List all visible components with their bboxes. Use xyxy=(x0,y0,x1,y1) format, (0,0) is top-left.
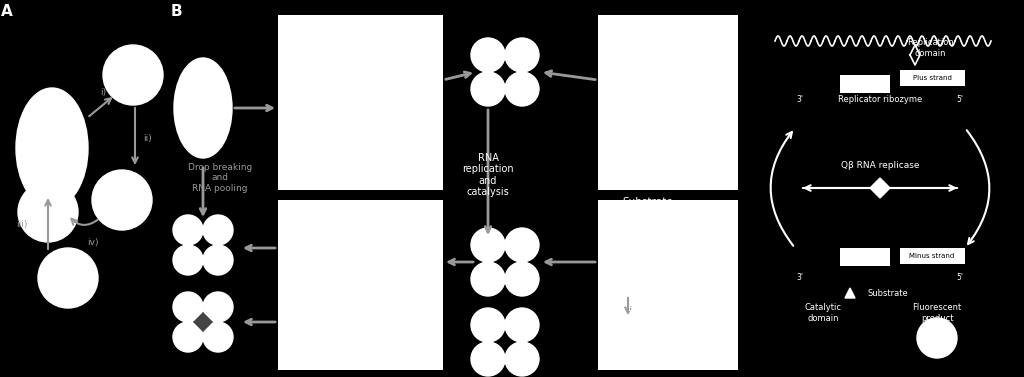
Bar xyxy=(598,200,738,370)
Text: iii): iii) xyxy=(16,221,28,230)
Ellipse shape xyxy=(174,58,232,158)
Text: ii): ii) xyxy=(143,133,153,143)
Text: Replicator ribozyme: Replicator ribozyme xyxy=(838,95,923,104)
Circle shape xyxy=(505,38,539,72)
Circle shape xyxy=(471,262,505,296)
Text: B: B xyxy=(170,5,182,20)
Circle shape xyxy=(103,45,163,105)
Polygon shape xyxy=(845,288,855,298)
Text: 3': 3' xyxy=(797,95,804,104)
Bar xyxy=(278,15,443,190)
Text: Catalytic
domain: Catalytic domain xyxy=(805,303,842,323)
Circle shape xyxy=(173,215,203,245)
Circle shape xyxy=(471,72,505,106)
Circle shape xyxy=(203,322,233,352)
Circle shape xyxy=(505,342,539,376)
Circle shape xyxy=(505,72,539,106)
Text: iv): iv) xyxy=(87,238,98,247)
Bar xyxy=(840,75,890,93)
Circle shape xyxy=(505,228,539,262)
Circle shape xyxy=(471,228,505,262)
Circle shape xyxy=(616,343,640,367)
Bar xyxy=(840,248,890,266)
Text: Minus strand: Minus strand xyxy=(909,253,954,259)
Circle shape xyxy=(505,262,539,296)
Bar xyxy=(900,248,965,264)
Circle shape xyxy=(173,322,203,352)
Circle shape xyxy=(18,182,78,242)
Circle shape xyxy=(918,318,957,358)
Circle shape xyxy=(203,292,233,322)
Bar xyxy=(900,70,965,86)
Bar xyxy=(598,15,738,190)
Polygon shape xyxy=(194,313,212,331)
Text: RNA
replication
and
catalysis: RNA replication and catalysis xyxy=(462,153,514,198)
Text: Substrate: Substrate xyxy=(868,290,908,299)
Ellipse shape xyxy=(16,88,88,208)
Circle shape xyxy=(471,38,505,72)
Circle shape xyxy=(471,308,505,342)
Circle shape xyxy=(173,292,203,322)
Circle shape xyxy=(38,248,98,308)
Circle shape xyxy=(92,170,152,230)
Circle shape xyxy=(471,342,505,376)
Text: 3': 3' xyxy=(797,273,804,282)
Text: Plus strand: Plus strand xyxy=(912,75,951,81)
Bar xyxy=(278,200,443,370)
Text: Qβ RNA replicase: Qβ RNA replicase xyxy=(841,161,920,170)
Circle shape xyxy=(173,245,203,275)
Text: i): i) xyxy=(100,87,106,97)
Text: Substrate: Substrate xyxy=(623,197,674,207)
Text: Replication
domain: Replication domain xyxy=(906,38,953,58)
Circle shape xyxy=(505,308,539,342)
Polygon shape xyxy=(870,178,890,198)
Circle shape xyxy=(203,215,233,245)
Circle shape xyxy=(203,245,233,275)
Text: Alexa 594  BHQ-2: Alexa 594 BHQ-2 xyxy=(608,244,682,253)
Text: Fluorescent
product: Fluorescent product xyxy=(912,303,962,323)
Text: Drop breaking
and
RNA pooling: Drop breaking and RNA pooling xyxy=(187,163,252,193)
Text: 5': 5' xyxy=(956,273,964,282)
Text: 5': 5' xyxy=(956,95,964,104)
Text: Product: Product xyxy=(628,303,668,313)
Text: A: A xyxy=(1,5,13,20)
